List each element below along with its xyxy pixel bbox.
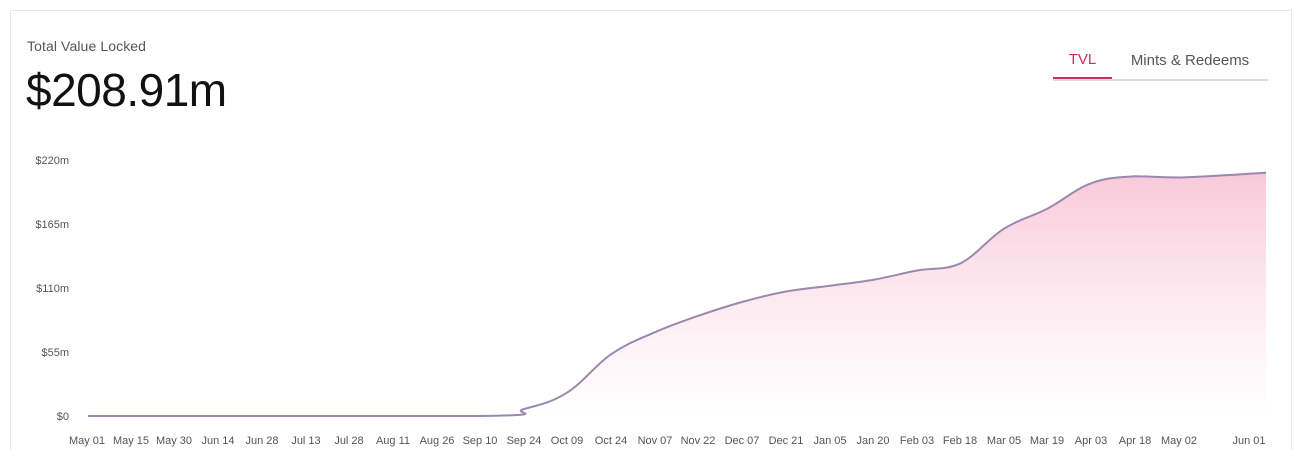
tab-tvl[interactable]: TVL: [1053, 41, 1112, 79]
x-tick-label: May 15: [113, 435, 149, 447]
x-tick-label: Sep 10: [463, 435, 498, 447]
x-tick-label: Oct 24: [595, 435, 627, 447]
x-tick-label: Feb 18: [943, 435, 977, 447]
x-tick-label: Nov 22: [681, 435, 716, 447]
y-tick-label: $0: [57, 411, 69, 423]
x-axis: May 01 May 15 May 30 Jun 14 Jun 28 Jul 13 Jul …: [69, 435, 1266, 447]
x-tick-label: Jul 13: [291, 435, 320, 447]
x-tick-label: May 01: [69, 435, 105, 447]
x-tick-label: Feb 03: [900, 435, 934, 447]
metric-value: $208.91m: [26, 64, 227, 116]
x-tick-label: Aug 26: [420, 435, 455, 447]
x-tick-label: Dec 07: [725, 435, 760, 447]
x-tick-label: Nov 07: [638, 435, 673, 447]
y-tick-label: $55m: [41, 347, 69, 359]
x-tick-label: Apr 18: [1119, 435, 1151, 447]
x-tick-label: Sep 24: [507, 435, 542, 447]
tvl-area: [88, 172, 1266, 416]
x-tick-label: Jan 05: [813, 435, 846, 447]
x-tick-label: Dec 21: [769, 435, 804, 447]
tab-mints-redeems[interactable]: Mints & Redeems: [1130, 51, 1250, 69]
chart-tabs: TVL Mints & Redeems: [1053, 41, 1268, 81]
x-tick-label: Jan 20: [856, 435, 889, 447]
y-axis: $0 $55m $110m $165m $220m: [35, 155, 69, 423]
x-tick-label: Mar 05: [987, 435, 1021, 447]
metric-label: Total Value Locked: [27, 38, 147, 54]
x-tick-label: Oct 09: [551, 435, 583, 447]
tvl-line: [87, 171, 1267, 418]
x-tick-label: Apr 03: [1075, 435, 1107, 447]
x-tick-label: Aug 11: [376, 435, 410, 447]
x-tick-label: Jul 28: [334, 435, 363, 447]
x-tick-label: May 30: [156, 435, 192, 447]
x-tick-label: Jun 01: [1232, 435, 1265, 447]
y-tick-label: $220m: [35, 155, 69, 167]
x-tick-label: Mar 19: [1030, 435, 1064, 447]
x-tick-label: Jun 28: [245, 435, 278, 447]
y-tick-label: $110m: [36, 283, 69, 295]
y-tick-label: $165m: [35, 219, 69, 231]
x-tick-label: Jun 14: [201, 435, 234, 447]
x-tick-label: May 02: [1161, 435, 1197, 447]
